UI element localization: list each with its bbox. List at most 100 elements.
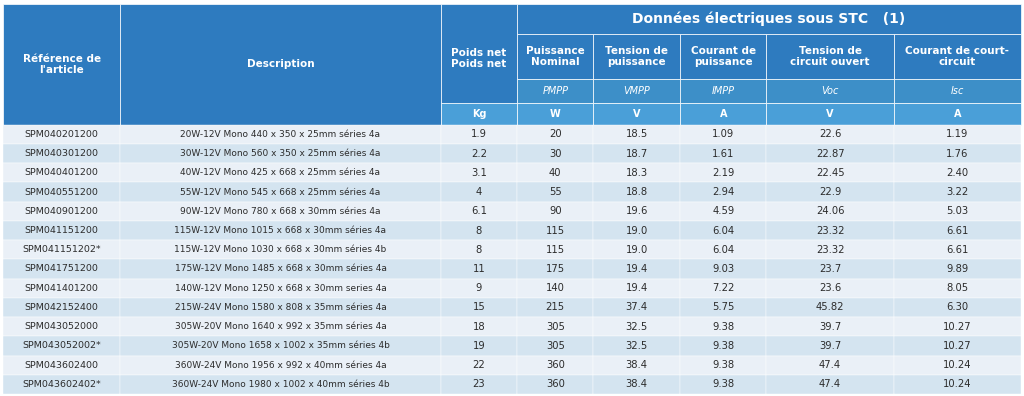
Text: 19.0: 19.0: [626, 245, 648, 255]
Bar: [517, 375, 594, 394]
Text: A: A: [720, 109, 727, 119]
Text: 360W-24V Mono 1956 x 992 x 40mm séries 4a: 360W-24V Mono 1956 x 992 x 40mm séries 4…: [175, 361, 386, 370]
Bar: [680, 183, 766, 202]
Bar: [440, 144, 517, 163]
Bar: [680, 34, 766, 79]
Bar: [517, 125, 594, 144]
Bar: [894, 279, 1021, 298]
Bar: [766, 79, 894, 103]
Bar: [3, 4, 120, 125]
Text: 18.7: 18.7: [626, 148, 648, 158]
Text: 175W-12V Mono 1485 x 668 x 30mm séries 4a: 175W-12V Mono 1485 x 668 x 30mm séries 4…: [174, 265, 386, 274]
Bar: [517, 79, 594, 103]
Text: 115: 115: [546, 226, 565, 236]
Text: W: W: [550, 109, 560, 119]
Bar: [680, 125, 766, 144]
Text: 1.19: 1.19: [946, 129, 969, 139]
Text: 38.4: 38.4: [626, 379, 648, 389]
Text: 30: 30: [549, 148, 561, 158]
Text: 6.61: 6.61: [946, 226, 969, 236]
Bar: [680, 221, 766, 240]
Text: 360W-24V Mono 1980 x 1002 x 40mm séries 4b: 360W-24V Mono 1980 x 1002 x 40mm séries …: [172, 380, 389, 389]
Bar: [3, 163, 120, 183]
Text: 24.06: 24.06: [816, 206, 845, 216]
Bar: [3, 356, 120, 375]
Text: 90W-12V Mono 780 x 668 x 30mm séries 4a: 90W-12V Mono 780 x 668 x 30mm séries 4a: [180, 207, 381, 216]
Text: V: V: [633, 109, 640, 119]
Bar: [120, 202, 440, 221]
Text: A: A: [953, 109, 962, 119]
Text: 23: 23: [473, 379, 485, 389]
Bar: [517, 183, 594, 202]
Bar: [440, 240, 517, 259]
Text: IMPP: IMPP: [712, 86, 734, 96]
Text: 19.4: 19.4: [626, 264, 648, 274]
Bar: [517, 34, 594, 79]
Bar: [120, 163, 440, 183]
Text: 40W-12V Mono 425 x 668 x 25mm séries 4a: 40W-12V Mono 425 x 668 x 25mm séries 4a: [180, 168, 381, 177]
Bar: [894, 298, 1021, 317]
Text: 1.61: 1.61: [712, 148, 734, 158]
Text: 9: 9: [476, 283, 482, 293]
Bar: [680, 144, 766, 163]
Text: 22.6: 22.6: [819, 129, 842, 139]
Bar: [517, 144, 594, 163]
Text: 2.40: 2.40: [946, 168, 969, 178]
Bar: [3, 202, 120, 221]
Bar: [440, 279, 517, 298]
Text: 23.32: 23.32: [816, 226, 845, 236]
Bar: [766, 259, 894, 279]
Text: SPM043602400: SPM043602400: [25, 361, 98, 370]
Text: 6.1: 6.1: [471, 206, 487, 216]
Bar: [680, 240, 766, 259]
Text: 55W-12V Mono 545 x 668 x 25mm séries 4a: 55W-12V Mono 545 x 668 x 25mm séries 4a: [180, 188, 381, 196]
Text: Courant de
puissance: Courant de puissance: [690, 46, 756, 67]
Text: 10.24: 10.24: [943, 360, 972, 370]
Text: 6.04: 6.04: [712, 226, 734, 236]
Text: 22: 22: [472, 360, 485, 370]
Bar: [517, 298, 594, 317]
Text: SPM041401200: SPM041401200: [25, 284, 98, 293]
Text: 6.61: 6.61: [946, 245, 969, 255]
Bar: [894, 375, 1021, 394]
Bar: [3, 183, 120, 202]
Text: 10.24: 10.24: [943, 379, 972, 389]
Bar: [680, 103, 766, 125]
Text: Courant de court-
circuit: Courant de court- circuit: [905, 46, 1010, 67]
Text: SPM042152400: SPM042152400: [25, 303, 98, 312]
Bar: [766, 298, 894, 317]
Bar: [680, 298, 766, 317]
Text: Kg: Kg: [472, 109, 486, 119]
Bar: [3, 240, 120, 259]
Text: 55: 55: [549, 187, 561, 197]
Text: 39.7: 39.7: [819, 341, 841, 351]
Bar: [894, 79, 1021, 103]
Text: 9.38: 9.38: [712, 322, 734, 332]
Bar: [440, 183, 517, 202]
Text: 19.6: 19.6: [626, 206, 648, 216]
Bar: [766, 240, 894, 259]
Bar: [120, 183, 440, 202]
Bar: [594, 317, 680, 336]
Bar: [440, 103, 517, 125]
Text: 18.5: 18.5: [626, 129, 648, 139]
Text: 15: 15: [472, 303, 485, 312]
Bar: [894, 259, 1021, 279]
Bar: [594, 221, 680, 240]
Text: 6.30: 6.30: [946, 303, 969, 312]
Text: SPM041151202*: SPM041151202*: [23, 245, 101, 254]
Bar: [594, 79, 680, 103]
Text: 2.94: 2.94: [712, 187, 734, 197]
Text: Puissance
Nominal: Puissance Nominal: [526, 46, 585, 67]
Text: 3.22: 3.22: [946, 187, 969, 197]
Text: 3.1: 3.1: [471, 168, 486, 178]
Bar: [120, 4, 440, 125]
Text: SPM043052000: SPM043052000: [25, 322, 98, 331]
Bar: [440, 202, 517, 221]
Text: 9.38: 9.38: [712, 379, 734, 389]
Bar: [440, 259, 517, 279]
Text: 305: 305: [546, 341, 564, 351]
Bar: [517, 221, 594, 240]
Text: 360: 360: [546, 360, 564, 370]
Text: SPM041751200: SPM041751200: [25, 265, 98, 274]
